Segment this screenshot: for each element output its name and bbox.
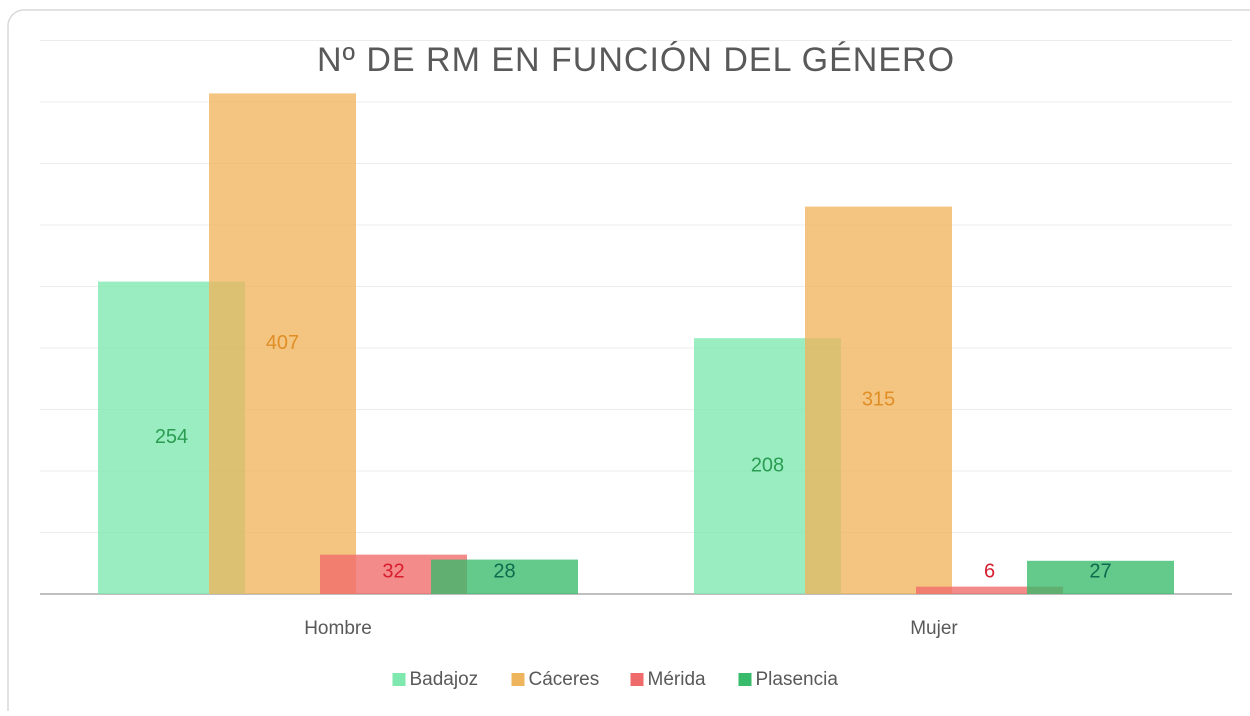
data-label: 32 xyxy=(382,560,404,582)
x-tick-label: Mujer xyxy=(910,618,958,639)
legend-label: Cáceres xyxy=(529,669,600,690)
bar xyxy=(209,93,356,594)
data-label: 6 xyxy=(984,560,995,582)
bar xyxy=(431,559,578,594)
legend-label: Plasencia xyxy=(756,669,839,690)
legend-swatch xyxy=(392,673,406,686)
data-label: 208 xyxy=(751,454,784,476)
legend-label: Mérida xyxy=(648,669,707,690)
chart-title: Nº DE RM EN FUNCIÓN DEL GÉNERO xyxy=(317,41,955,79)
data-label: 27 xyxy=(1089,560,1111,582)
data-label: 28 xyxy=(493,560,515,582)
legend-swatch xyxy=(738,673,752,686)
x-tick-label: Hombre xyxy=(304,618,372,639)
bar xyxy=(916,586,1063,594)
legend-swatch xyxy=(630,673,644,686)
data-label: 407 xyxy=(266,332,299,354)
data-label: 254 xyxy=(155,426,188,448)
legend-swatch xyxy=(511,673,525,686)
legend-label: Badajoz xyxy=(410,669,479,690)
bar xyxy=(805,206,952,595)
data-label: 315 xyxy=(862,389,895,411)
bar xyxy=(1027,560,1174,594)
